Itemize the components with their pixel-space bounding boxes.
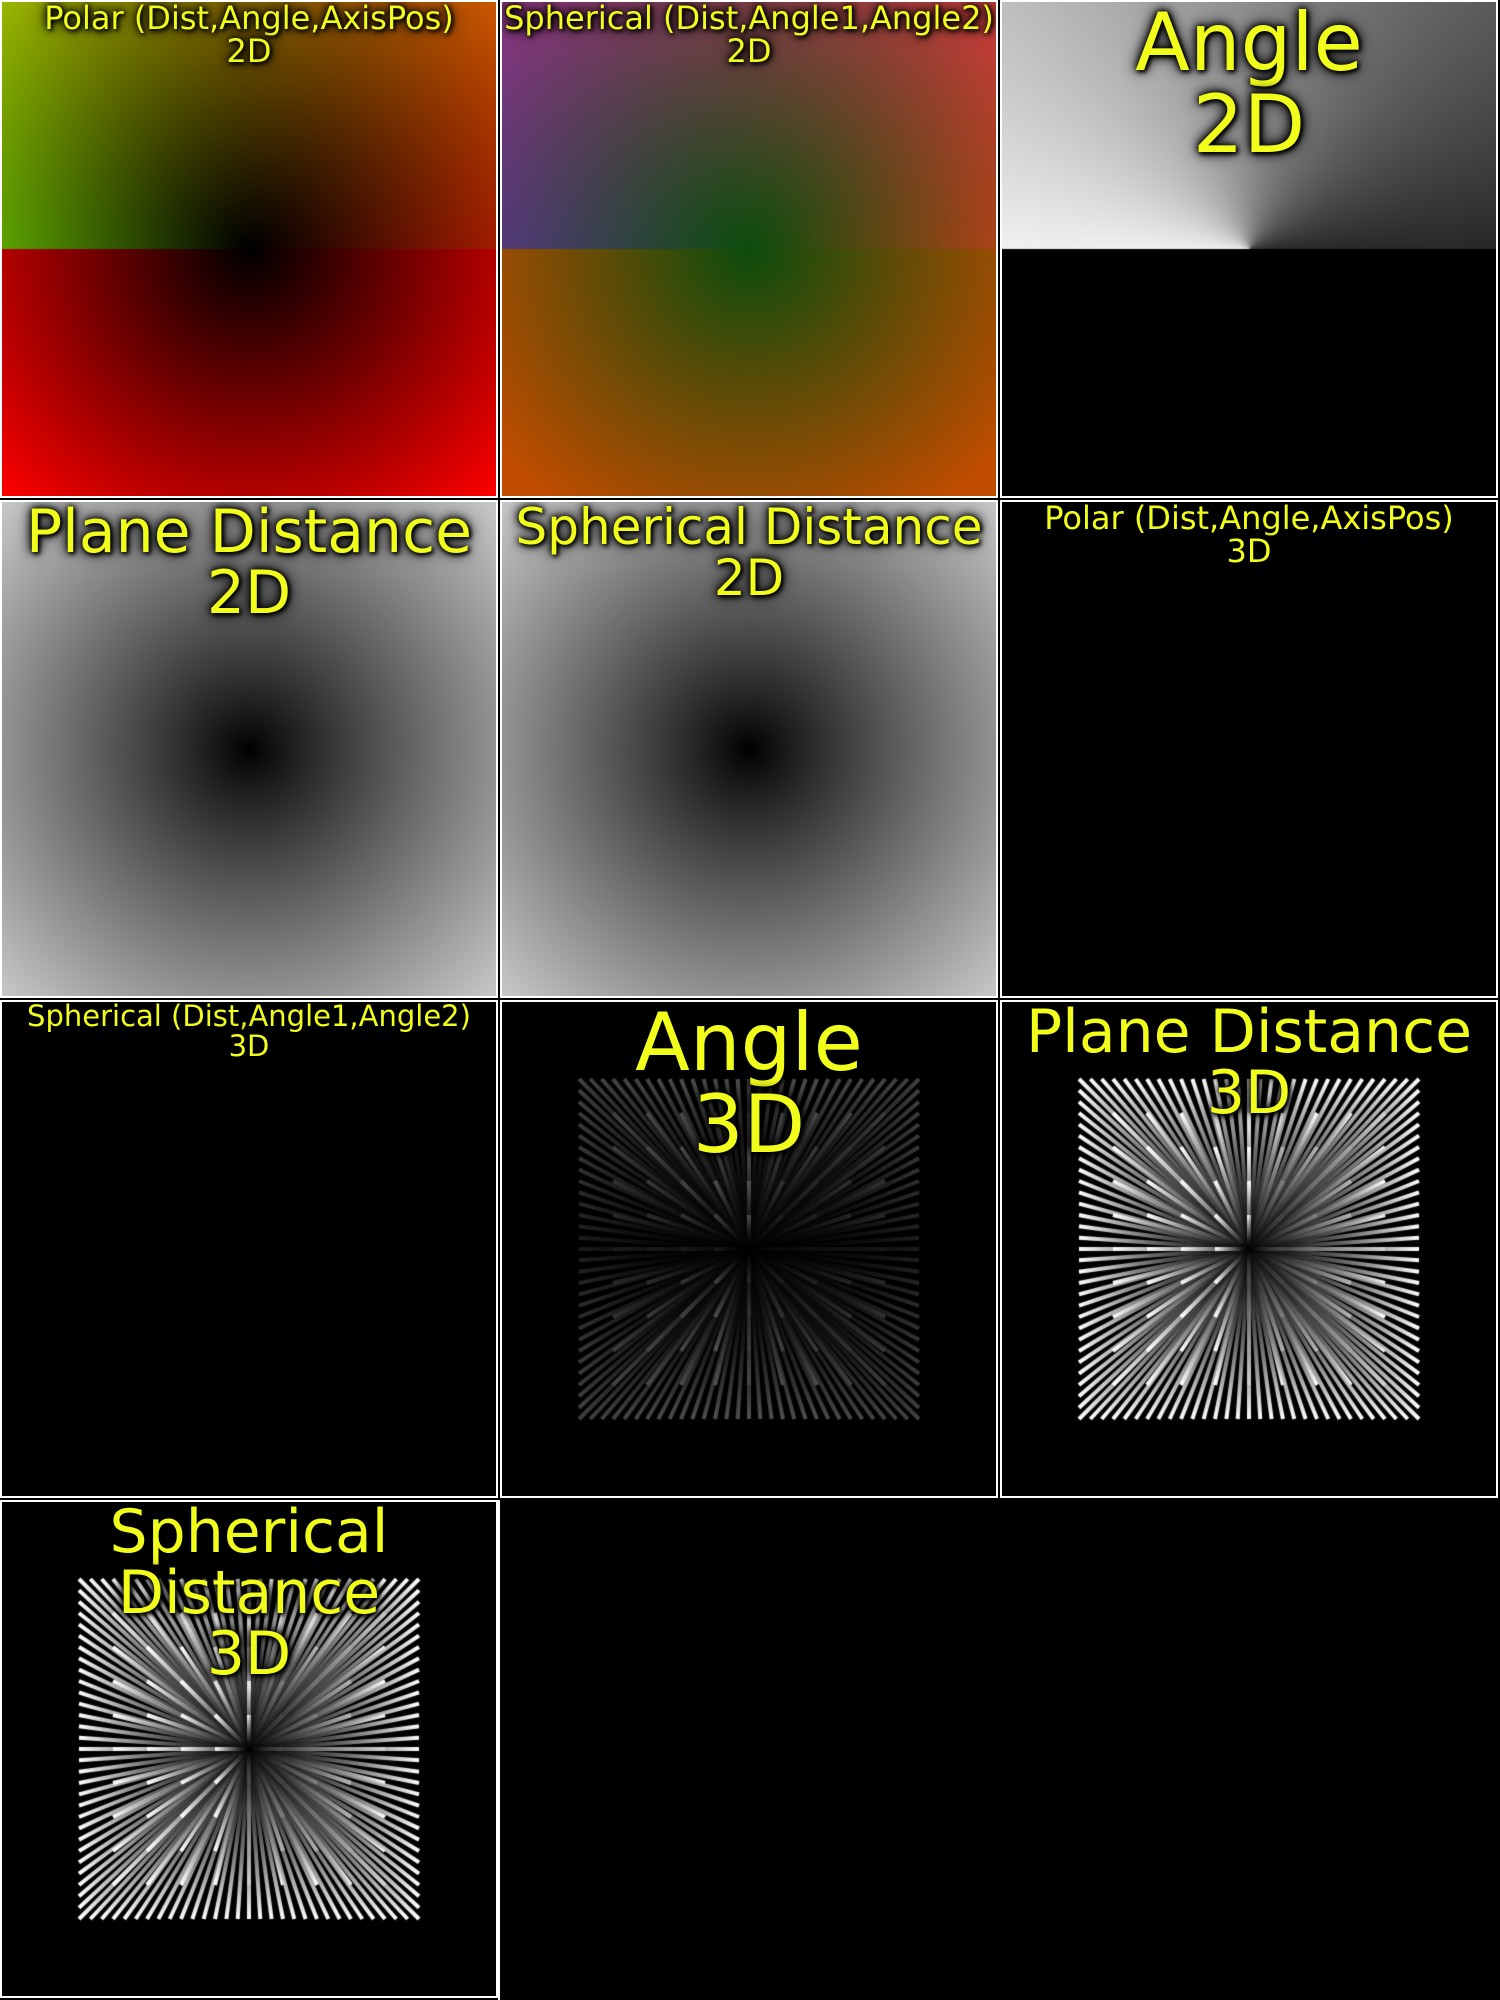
tile-polar-3d: Polar (Dist,Angle,AxisPos) 3D <box>1000 500 1498 998</box>
tile-title: Angle 2D <box>1135 0 1363 171</box>
tile-title: Spherical Distance 2D <box>515 500 983 607</box>
polar-2d-render <box>2 2 496 496</box>
tile-title: Spherical (Dist,Angle1,Angle2) 3D <box>27 1000 471 1063</box>
tile-plane-distance-2d: Plane Distance 2D <box>0 500 498 998</box>
angle-3d-render <box>502 1002 996 1496</box>
plane-distance-2d-render <box>2 502 496 996</box>
spherical-2d-render <box>502 2 996 496</box>
tile-polar-2d: Polar (Dist,Angle,AxisPos) 2D <box>0 0 498 498</box>
empty-area <box>498 1500 1500 2000</box>
spherical-distance-3d-render <box>2 1502 496 1996</box>
tile-spherical-distance-2d: Spherical Distance 2D <box>500 500 998 998</box>
spherical-3d-render <box>2 1002 496 1496</box>
tile-spherical-3d: Spherical (Dist,Angle1,Angle2) 3D <box>0 1000 498 1498</box>
angle-2d-render <box>1002 2 1496 496</box>
tile-spherical-2d: Spherical (Dist,Angle1,Angle2) 2D <box>500 0 998 498</box>
tile-title: Plane Distance 3D <box>1026 1000 1472 1129</box>
tile-angle-2d: Angle 2D <box>1000 0 1498 498</box>
polar-3d-render <box>1002 502 1496 996</box>
tile-title: Spherical Distance 3D <box>109 1500 389 1690</box>
tile-plane-distance-3d: Plane Distance 3D <box>1000 1000 1498 1498</box>
tile-title: Plane Distance 2D <box>26 500 472 629</box>
tile-spherical-distance-3d: Spherical Distance 3D <box>0 1500 498 1998</box>
plane-distance-3d-render <box>1002 1002 1496 1496</box>
tile-title: Angle 3D <box>635 1000 863 1171</box>
tile-title: Spherical (Dist,Angle1,Angle2) 2D <box>504 0 994 70</box>
tile-angle-3d: Angle 3D <box>500 1000 998 1498</box>
tile-title: Polar (Dist,Angle,AxisPos) 2D <box>44 0 454 70</box>
tile-title: Polar (Dist,Angle,AxisPos) 3D <box>1044 500 1454 570</box>
spherical-distance-2d-render <box>502 502 996 996</box>
